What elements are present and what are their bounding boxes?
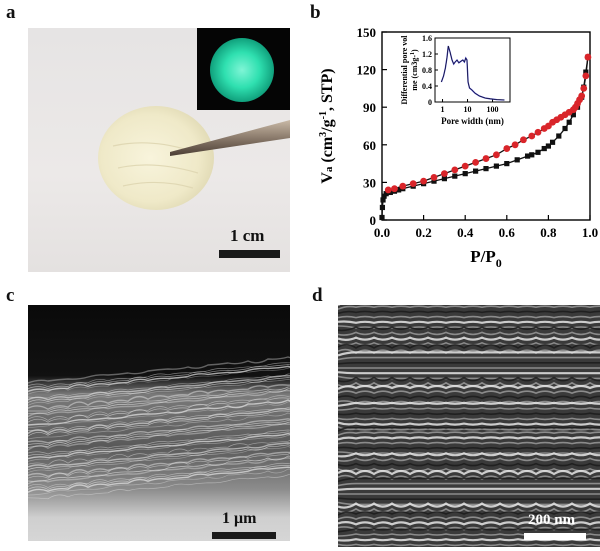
scale-bar-a-label: 1 cm bbox=[230, 226, 265, 245]
inset-x-title: Pore width (nm) bbox=[441, 116, 504, 126]
scale-bar-d-label: 200 nm bbox=[528, 512, 576, 528]
inset-x-tick-label: 100 bbox=[487, 105, 499, 114]
adsorption-point bbox=[556, 133, 562, 139]
desorption-point bbox=[399, 182, 407, 190]
sem-stacked-sheets bbox=[338, 305, 600, 547]
y-tick-label: 90 bbox=[363, 100, 376, 115]
scale-bar-c-label: 1 μm bbox=[222, 510, 257, 527]
inset-y-tick-label: 0.4 bbox=[422, 82, 432, 91]
desorption-point bbox=[503, 145, 511, 152]
adsorption-point bbox=[529, 152, 535, 158]
desorption-point bbox=[391, 185, 398, 193]
pore-distribution-overlay bbox=[441, 45, 505, 101]
scale-bar-d bbox=[524, 533, 586, 540]
desorption-point bbox=[584, 53, 592, 61]
desorption-point bbox=[511, 141, 519, 149]
adsorption-point bbox=[493, 163, 499, 169]
adsorption-point bbox=[431, 178, 437, 184]
adsorption-point bbox=[504, 161, 510, 167]
desorption-point bbox=[482, 155, 490, 162]
inset-frame bbox=[434, 37, 511, 103]
desorption-point bbox=[528, 132, 536, 140]
inset-y-tick-label: 1.2 bbox=[422, 50, 432, 59]
x-tick-label: 0.0 bbox=[374, 225, 390, 240]
x-axis-title: P/P0 bbox=[470, 247, 502, 270]
desorption-point bbox=[430, 173, 438, 181]
tweezers bbox=[170, 120, 290, 156]
adsorption-point bbox=[541, 145, 547, 152]
y-tick-label: 60 bbox=[363, 138, 376, 153]
plot-frame bbox=[381, 31, 591, 221]
adsorption-point bbox=[549, 139, 556, 145]
adsorption-point bbox=[379, 204, 386, 211]
inset-x-tick-label: 1 bbox=[441, 105, 445, 114]
sem-image-c bbox=[28, 305, 290, 541]
adsorption-point bbox=[379, 214, 385, 221]
panel-a-label: a bbox=[6, 2, 16, 23]
inset-x-tick-label: 10 bbox=[464, 105, 472, 114]
adsorption-point bbox=[473, 168, 479, 174]
sem-layered-cross-section bbox=[28, 305, 290, 541]
x-tick-label: 0.8 bbox=[540, 225, 557, 240]
sem-image-d bbox=[338, 305, 600, 547]
desorption-point bbox=[540, 125, 548, 132]
y-axis-title: Va (cm3/g-1, STP) bbox=[318, 68, 336, 183]
inset-y-tick-label: 1.6 bbox=[422, 34, 432, 43]
x-tick-label: 0.6 bbox=[499, 225, 516, 240]
adsorption-point bbox=[545, 143, 551, 149]
x-tick-label: 1.0 bbox=[582, 225, 598, 240]
adsorption-point bbox=[383, 191, 389, 197]
y-tick-label: 120 bbox=[357, 63, 377, 78]
panel-d-label: d bbox=[312, 285, 323, 306]
desorption-point bbox=[384, 186, 392, 194]
x-tick-label: 0.4 bbox=[457, 225, 474, 240]
adsorption-point bbox=[535, 149, 541, 155]
x-tick-label: 0.2 bbox=[415, 225, 431, 240]
adsorption-point bbox=[396, 187, 402, 193]
glowing-disk bbox=[210, 38, 274, 102]
desorption-point bbox=[493, 151, 500, 159]
desorption-point bbox=[441, 170, 448, 178]
desorption-point bbox=[409, 180, 417, 188]
isotherm-chart: 0.0 0.2 0.4 0.6 0.8 1.0 0 30 60 90 120 150 P/P0 Va (c… bbox=[318, 25, 598, 270]
adsorption-point bbox=[570, 112, 576, 118]
inset-y-title-line1: Differential pore vol bbox=[400, 35, 409, 105]
desorption-point bbox=[582, 72, 590, 80]
inset-y-tick-label: 0 bbox=[428, 98, 432, 107]
desorption-point bbox=[534, 128, 542, 136]
inset-y-tick-label: 0.8 bbox=[422, 66, 432, 75]
photo-panel-a bbox=[28, 28, 290, 272]
inset-y-title-line2: me (cm3g-1) bbox=[410, 49, 419, 91]
film-disk bbox=[98, 106, 214, 210]
y-tick-label: 30 bbox=[363, 175, 376, 190]
y-tick-label: 150 bbox=[357, 25, 377, 40]
scale-bar-a bbox=[219, 250, 280, 258]
desorption-point bbox=[520, 136, 527, 144]
desorption-point bbox=[472, 158, 479, 166]
adsorption-point bbox=[462, 171, 468, 177]
desorption-point bbox=[461, 162, 469, 170]
y-tick-label: 0 bbox=[370, 213, 377, 228]
panel-c-label: c bbox=[6, 285, 15, 306]
adsorption-point bbox=[380, 197, 386, 203]
adsorption-point bbox=[452, 173, 458, 179]
adsorption-point bbox=[483, 166, 489, 172]
adsorption-point bbox=[514, 157, 520, 163]
desorption-point bbox=[451, 166, 459, 174]
adsorption-point bbox=[525, 153, 531, 159]
panel-b-label: b bbox=[310, 2, 321, 23]
desorption-point bbox=[420, 177, 427, 185]
scale-bar-c bbox=[212, 532, 276, 539]
adsorption-point bbox=[566, 119, 572, 125]
luminescent-disk-photo bbox=[98, 28, 290, 210]
desorption-point bbox=[580, 85, 588, 92]
adsorption-point bbox=[441, 176, 447, 182]
adsorption-point bbox=[562, 125, 568, 132]
